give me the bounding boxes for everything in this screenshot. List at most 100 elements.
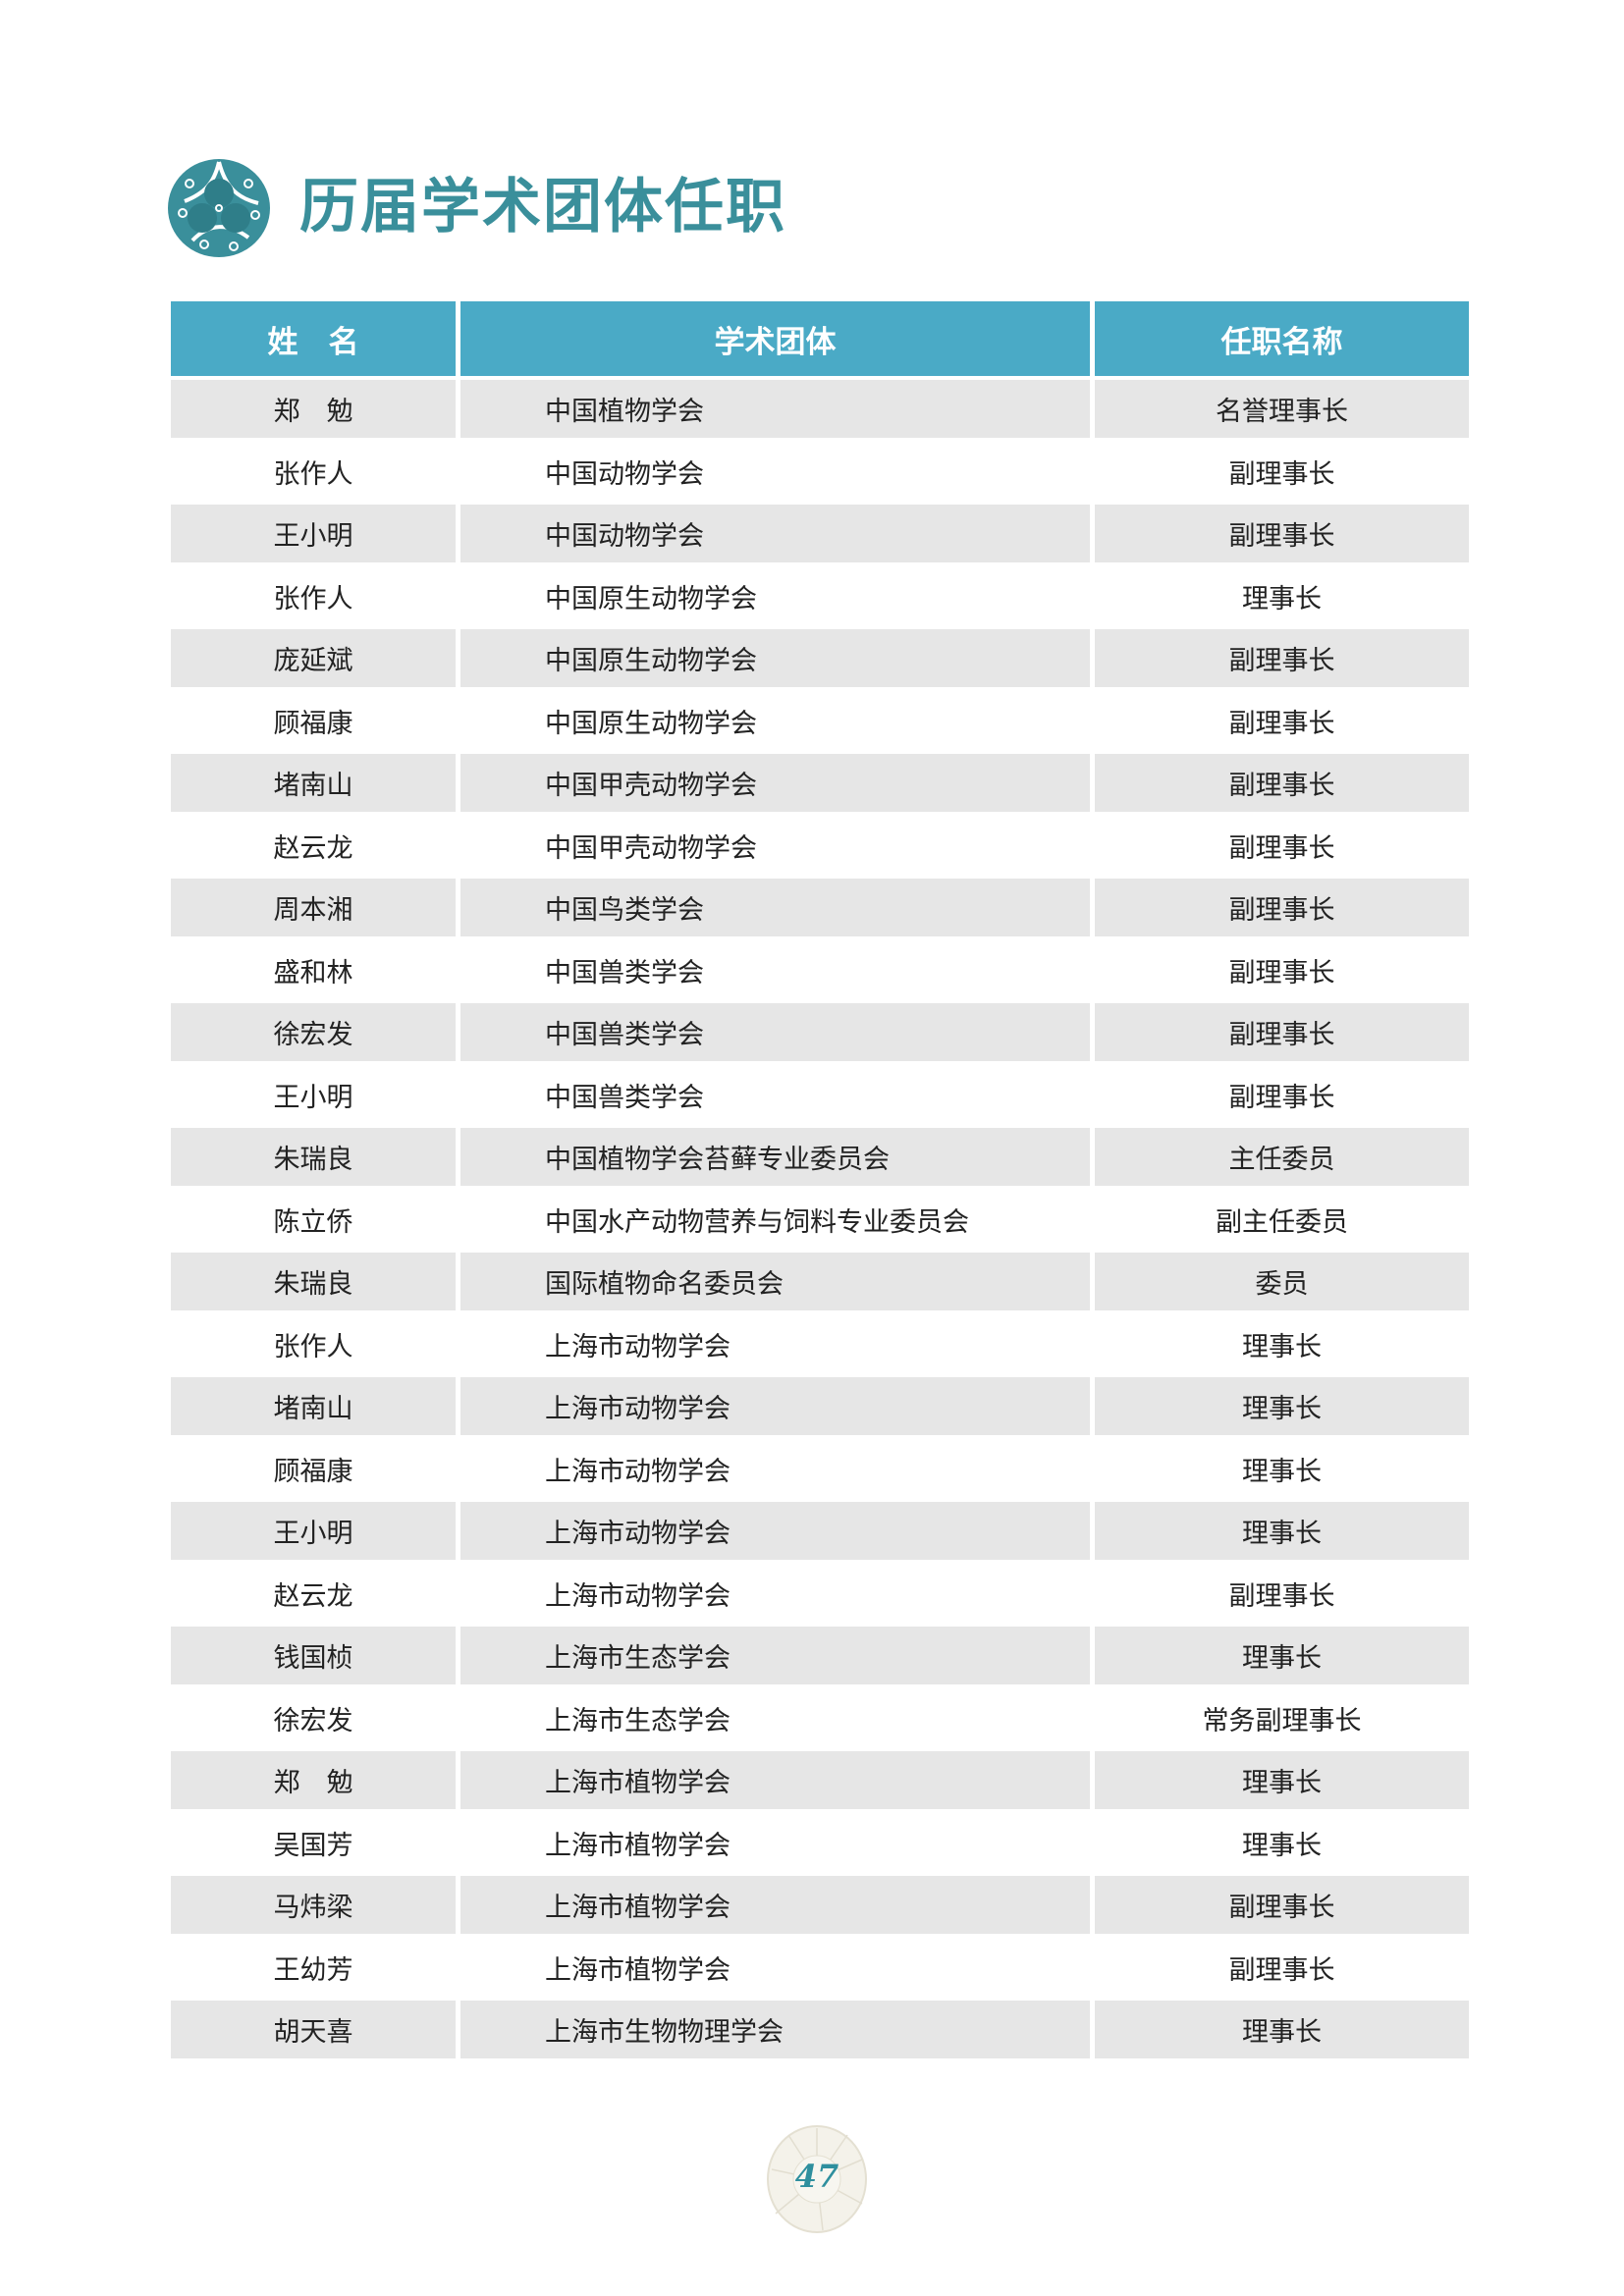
position-cell: 副理事长 [1095,629,1469,687]
society-cell: 上海市生物物理学会 [460,2001,1090,2058]
name-cell: 庞延斌 [171,629,456,687]
name-cell: 徐宏发 [273,1705,353,1736]
position-cell: 副理事长 [1095,754,1469,812]
table-row: 庞延斌 中国原生动物学会 副理事长 [171,629,1469,687]
position-cell: 委员 [1095,1253,1469,1310]
society-cell: 中国原生动物学会 [545,708,757,739]
name-cell: 张作人 [273,583,353,614]
name-cell: 顾福康 [273,1456,353,1487]
table-row: 王幼芳 上海市植物学会 副理事长 [171,1939,1469,1997]
table-row: 徐宏发 上海市生态学会 常务副理事长 [171,1689,1469,1747]
society-cell: 中国兽类学会 [460,1003,1090,1061]
society-cell: 上海市植物学会 [545,1954,731,1986]
table-row: 朱瑞良 中国植物学会苔藓专业委员会 主任委员 [171,1128,1469,1186]
society-cell: 中国动物学会 [545,458,704,490]
position-cell: 副理事长 [1095,1876,1469,1934]
table-row: 张作人 上海市动物学会 理事长 [171,1315,1469,1373]
position-cell: 理事长 [1095,1502,1469,1560]
position-cell: 理事长 [1095,1627,1469,1684]
table-row: 郑 勉上海市植物学会 理事长 [171,1751,1469,1809]
table-row: 陈立侨 中国水产动物营养与饲料专业委员会 副主任委员 [171,1191,1469,1249]
society-cell: 上海市植物学会 [545,1830,731,1861]
society-cell: 中国兽类学会 [545,957,704,988]
table-row: 吴国芳 上海市植物学会 理事长 [171,1814,1469,1872]
table-row: 盛和林 中国兽类学会 副理事长 [171,941,1469,999]
society-cell: 中国甲壳动物学会 [545,832,757,864]
name-cell: 陈立侨 [273,1206,353,1238]
position-cell: 副理事长 [1228,458,1335,490]
society-cell: 上海市动物学会 [545,1331,731,1362]
name-cell: 郑 勉 [171,380,456,438]
shell-icon [767,2125,867,2233]
table-row: 堵南山 上海市动物学会 理事长 [171,1377,1469,1435]
position-cell: 副理事长 [1228,1082,1335,1113]
page-title: 历届学术团体任职 [299,173,786,241]
name-cell: 盛和林 [273,957,353,988]
society-cell: 中国植物学会苔藓专业委员会 [460,1128,1090,1186]
position-cell: 名誉理事长 [1095,380,1469,438]
name-cell: 胡天喜 [171,2001,456,2058]
society-cell: 国际植物命名委员会 [460,1253,1090,1310]
header-position: 任职名称 [1095,301,1469,376]
header-society: 学术团体 [460,301,1090,376]
position-cell: 理事长 [1095,2001,1469,2058]
society-cell: 上海市植物学会 [460,1876,1090,1934]
page-number-badge: 47 [764,2120,870,2238]
name-cell: 赵云龙 [273,1580,353,1612]
table-row: 胡天喜 上海市生物物理学会 理事长 [171,2001,1469,2058]
name-cell: 吴国芳 [273,1830,353,1861]
position-cell: 副理事长 [1228,832,1335,864]
table-row: 赵云龙 上海市动物学会 副理事长 [171,1565,1469,1623]
position-cell: 理事长 [1095,1377,1469,1435]
society-cell: 上海市生态学会 [460,1627,1090,1684]
table-row: 张作人 中国动物学会 副理事长 [171,443,1469,501]
society-cell: 上海市动物学会 [545,1456,731,1487]
table-row: 徐宏发 中国兽类学会 副理事长 [171,1003,1469,1061]
table-row: 钱国桢 上海市生态学会 理事长 [171,1627,1469,1684]
name-cell: 赵云龙 [273,832,353,864]
name-cell: 徐宏发 [171,1003,456,1061]
table-row: 王小明 中国兽类学会 副理事长 [171,1066,1469,1124]
name-cell: 堵南山 [171,1377,456,1435]
table-row: 王小明 中国动物学会 副理事长 [171,505,1469,562]
name-cell: 顾福康 [273,708,353,739]
name-cell: 郑 勉 [171,1751,456,1809]
name-cell: 钱国桢 [171,1627,456,1684]
society-cell: 上海市动物学会 [460,1377,1090,1435]
cloud-emblem-icon [168,159,270,257]
position-cell: 副理事长 [1228,957,1335,988]
society-cell: 中国动物学会 [460,505,1090,562]
table-row: 顾福康 上海市动物学会 理事长 [171,1440,1469,1498]
name-cell: 朱瑞良 [171,1128,456,1186]
society-cell: 中国植物学会 [460,380,1090,438]
name-cell: 王小明 [273,1082,353,1113]
position-cell: 副理事长 [1228,1954,1335,1986]
society-cell: 上海市植物学会 [460,1751,1090,1809]
table-header-row: 姓 名 学术团体 任职名称 [171,301,1469,376]
position-cell: 理事长 [1242,1456,1322,1487]
table-row: 顾福康 中国原生动物学会 副理事长 [171,692,1469,750]
position-cell: 常务副理事长 [1202,1705,1362,1736]
position-cell: 理事长 [1242,1331,1322,1362]
table-row: 王小明 上海市动物学会 理事长 [171,1502,1469,1560]
society-cell: 上海市动物学会 [460,1502,1090,1560]
society-cell: 上海市生态学会 [545,1705,731,1736]
position-cell: 副理事长 [1228,708,1335,739]
society-cell: 中国兽类学会 [545,1082,704,1113]
name-cell: 朱瑞良 [171,1253,456,1310]
name-cell: 王小明 [171,505,456,562]
table-row: 朱瑞良 国际植物命名委员会 委员 [171,1253,1469,1310]
header-name: 姓 名 [171,301,456,376]
table-row: 马炜梁 上海市植物学会 副理事长 [171,1876,1469,1934]
name-cell: 堵南山 [171,754,456,812]
position-cell: 副理事长 [1228,1580,1335,1612]
position-cell: 主任委员 [1095,1128,1469,1186]
table-row: 赵云龙 中国甲壳动物学会 副理事长 [171,817,1469,875]
society-cell: 中国甲壳动物学会 [460,754,1090,812]
name-cell: 张作人 [273,458,353,490]
name-cell: 张作人 [273,1331,353,1362]
page-number: 47 [794,2158,839,2195]
name-cell: 马炜梁 [171,1876,456,1934]
name-cell: 王幼芳 [273,1954,353,1986]
position-cell: 理事长 [1095,1751,1469,1809]
